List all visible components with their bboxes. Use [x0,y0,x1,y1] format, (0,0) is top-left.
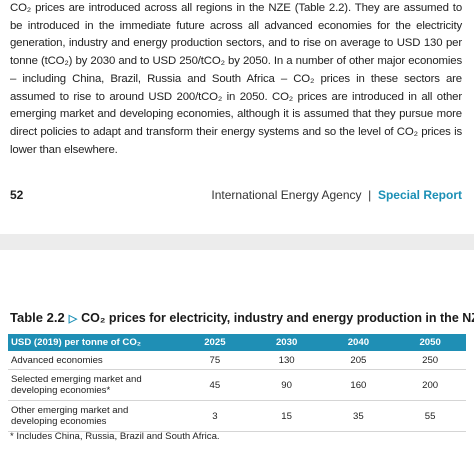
row-label: Advanced economies [8,351,179,370]
paragraph: CO₂ prices are introduced across all reg… [10,2,462,156]
table-caption: CO₂ prices for electricity, industry and… [81,311,474,325]
header-cell: 2050 [394,334,466,351]
row-label: Other emerging market and developing eco… [8,400,179,432]
value-cell: 250 [394,351,466,370]
header-cell: 2025 [179,334,251,351]
value-cell: 160 [322,369,395,401]
header-row: USD (2019) per tonne of CO₂ 2025 2030 2040 2… [8,334,466,351]
header-cell: 2030 [250,334,323,351]
table-row: Other emerging market and developing eco… [8,400,466,432]
value-cell: 130 [250,351,323,370]
value-cell: 55 [394,400,466,432]
page-number: 52 [10,188,24,202]
value-cell: 45 [179,369,251,401]
value-cell: 200 [394,369,466,401]
page-gap [0,234,474,250]
data-table: USD (2019) per tonne of CO₂ 2025 2030 2040 2… [8,334,466,432]
footer: International Energy Agency | Special Re… [211,188,462,202]
table-label: Table 2.2 [10,310,65,325]
value-cell: 90 [250,369,323,401]
table-body: Advanced economies 75 130 205 250 Selected em… [8,351,466,432]
value-cell: 3 [179,400,251,432]
report-name: Special Report [377,188,462,202]
header-cell: 2040 [322,334,395,351]
table-title: Table 2.2 ▷ CO₂ prices for electricity, in… [10,310,474,325]
triangle-icon: ▷ [68,313,78,325]
header-cell: USD (2019) per tonne of CO₂ [8,334,179,351]
value-cell: 205 [322,351,395,370]
row-label: Selected emerging market and developing … [8,369,179,401]
publisher: International Energy Agency [211,188,362,202]
separator: | [368,188,372,202]
value-cell: 15 [250,400,323,432]
value-cell: 75 [179,351,251,370]
table-row: Selected emerging market and developing … [8,369,466,401]
footnote: * Includes China, Russia, Brazil and Sou… [10,431,220,442]
table-row: Advanced economies 75 130 205 250 [8,351,466,370]
value-cell: 35 [322,400,395,432]
